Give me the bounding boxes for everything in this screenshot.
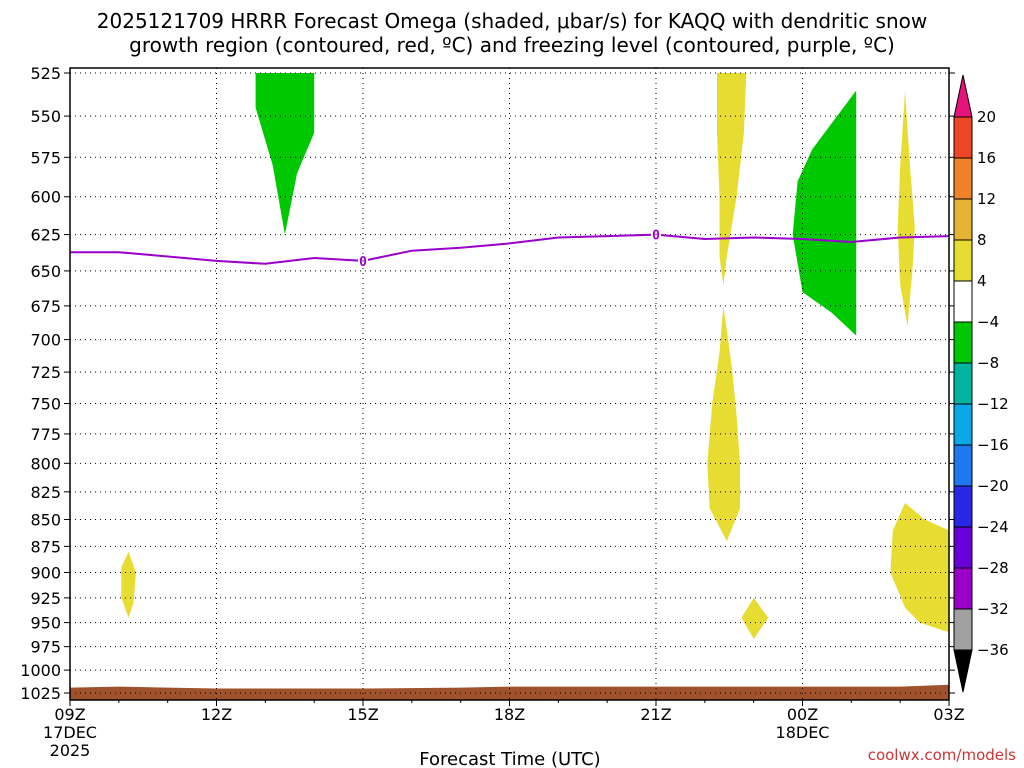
y-tick-label-550: 550 <box>30 107 61 126</box>
y-tick-label-625: 625 <box>30 226 61 245</box>
y-tick-label-650: 650 <box>30 262 61 281</box>
colorbar-under-arrow <box>953 649 973 693</box>
colorbar-tick-10: −24 <box>977 518 1009 536</box>
omega-region-yellow-10z <box>121 551 136 618</box>
x-tick-label-18Z: 18Z <box>494 705 525 724</box>
y-tick-label-850: 850 <box>30 511 61 530</box>
y-tick-label-600: 600 <box>30 188 61 207</box>
y-tick-label-525: 525 <box>30 64 61 83</box>
y-tick-label-725: 725 <box>30 363 61 382</box>
y-tick-label-825: 825 <box>30 483 61 502</box>
omega-shading <box>121 73 949 639</box>
freezing-label-bg-0 <box>358 253 368 267</box>
colorbar-tick-0: 20 <box>977 108 996 126</box>
omega-region-green-00z <box>792 90 857 336</box>
omega-region-green-14z-upper <box>255 73 315 235</box>
colorbar-bin-16-to-20 <box>953 116 973 159</box>
x-tick-label-12Z: 12Z <box>201 705 232 724</box>
omega-region-yellow-02z-upper <box>897 90 915 327</box>
colorbar-tick-3: 8 <box>977 231 987 249</box>
x-axis-label: Forecast Time (UTC) <box>419 749 600 768</box>
x-tick-label-00Z: 00Z <box>787 705 818 724</box>
y-axis: 525 550 575 600 625 650 675 700 725 750 775 800 825 8… <box>20 64 955 703</box>
freezing-label-bg-1 <box>651 227 661 241</box>
x-tick-date-00Z: 18DEC <box>776 723 830 742</box>
colorbar-bin--12-to--8 <box>953 362 973 405</box>
y-tick-label-775: 775 <box>30 425 61 444</box>
colorbar-bin--16-to--12 <box>953 403 973 446</box>
colorbar-bin--8-to--4 <box>953 321 973 364</box>
x-tick-label-21Z: 21Z <box>640 705 671 724</box>
omega-region-yellow-22z-lower <box>707 305 740 542</box>
x-tick-year-09Z: 2025 <box>50 741 91 760</box>
colorbar-bin--20-to--16 <box>953 444 973 487</box>
y-tick-label-1000: 1000 <box>20 661 61 680</box>
colorbar-tick-6: −8 <box>977 354 999 372</box>
y-tick-label-800: 800 <box>30 454 61 473</box>
colorbar-bin--36-to--32 <box>953 608 973 651</box>
freezing-level-label-1: 0 <box>652 229 660 244</box>
colorbar-tick-12: −32 <box>977 600 1009 618</box>
freezing-level-label-0: 0 <box>359 255 367 270</box>
colorbar-tick-7: −12 <box>977 395 1009 413</box>
colorbar-tick-5: −4 <box>977 313 999 331</box>
chart-title-line2: growth region (contoured, red, ºC) and f… <box>129 33 895 57</box>
omega-region-yellow-2230z <box>741 597 769 639</box>
colorbar-over-arrow <box>953 74 973 118</box>
y-tick-label-875: 875 <box>30 537 61 556</box>
terrain-fill <box>70 684 949 700</box>
colorbar-bin-4-to-8 <box>953 239 973 282</box>
x-tick-date-09Z: 17DEC <box>43 723 97 742</box>
grid <box>70 68 949 700</box>
colorbar-tick-1: 16 <box>977 149 996 167</box>
y-tick-label-975: 975 <box>30 638 61 657</box>
colorbar-tick-9: −20 <box>977 477 1009 495</box>
y-tick-label-1025: 1025 <box>20 684 61 703</box>
colorbar-tick-2: 12 <box>977 190 996 208</box>
omega-region-yellow-03z-lower <box>890 503 949 633</box>
terrain <box>70 684 949 700</box>
omega-region-yellow-22z-upper <box>717 73 747 286</box>
colorbar-tick-4: 4 <box>977 272 987 290</box>
credit-text: coolwx.com/models <box>868 746 1016 764</box>
y-tick-label-900: 900 <box>30 563 61 582</box>
colorbar-tick-11: −28 <box>977 559 1009 577</box>
y-tick-label-925: 925 <box>30 589 61 608</box>
colorbar-tick-13: −36 <box>977 641 1009 659</box>
colorbar-bin-8-to-12 <box>953 198 973 241</box>
colorbar: 20 16 12 8 4 −4 −8 −12 −16 −20 −24 −28 −32 −36 <box>953 74 1009 693</box>
colorbar-bin-12-to-16 <box>953 157 973 200</box>
x-tick-label-15Z: 15Z <box>347 705 378 724</box>
colorbar-bin--4-to-4 <box>953 280 973 323</box>
y-tick-label-950: 950 <box>30 614 61 633</box>
y-tick-label-700: 700 <box>30 331 61 350</box>
colorbar-bin--28-to--24 <box>953 526 973 569</box>
x-tick-label-03Z: 03Z <box>933 705 964 724</box>
freezing-level-line <box>70 233 950 265</box>
freezing-level-contour: 00 <box>70 227 950 270</box>
chart-title-line1: 2025121709 HRRR Forecast Omega (shaded, … <box>97 9 927 33</box>
y-tick-label-675: 675 <box>30 297 61 316</box>
colorbar-bin--32-to--28 <box>953 567 973 610</box>
colorbar-tick-8: −16 <box>977 436 1009 454</box>
y-tick-label-750: 750 <box>30 395 61 414</box>
y-tick-label-575: 575 <box>30 148 61 167</box>
x-tick-label-09Z: 09Z <box>54 705 85 724</box>
colorbar-bin--24-to--20 <box>953 485 973 528</box>
